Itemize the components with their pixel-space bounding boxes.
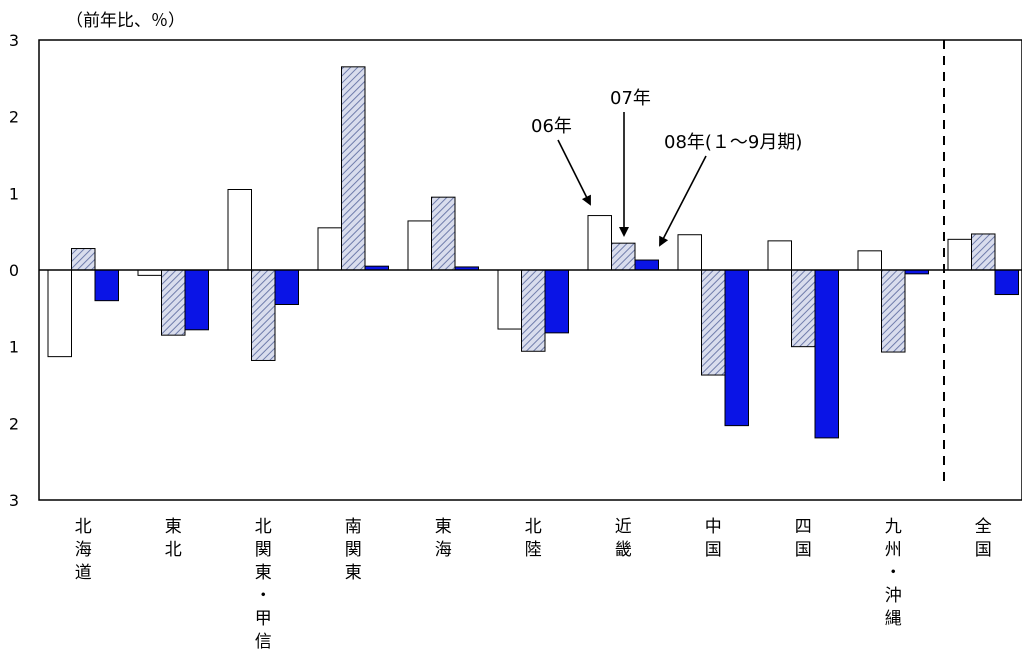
bar-series1: [227, 189, 252, 271]
bar-series3: [184, 269, 209, 331]
bar-series1: [857, 250, 882, 271]
y-tick-label: 1: [9, 184, 19, 203]
bar-series3: [274, 269, 299, 305]
bar-series3: [634, 259, 659, 271]
y-tick-label: 3: [9, 31, 19, 50]
bars-group: [47, 66, 1019, 439]
y-tick-label: 1: [9, 338, 19, 357]
bar-series3: [814, 269, 839, 439]
bar-series1: [947, 238, 972, 271]
x-tick-label: 北陸: [525, 517, 542, 560]
bar-series3: [994, 269, 1019, 296]
y-tick-label: 3: [9, 491, 19, 510]
x-tick-label: 近畿: [615, 517, 632, 560]
bar-series2: [161, 269, 186, 336]
bar-series3: [94, 269, 119, 302]
x-tick-label: 四国: [795, 517, 812, 560]
annotation-07: 07年: [610, 88, 651, 109]
bar-series3: [724, 269, 749, 427]
x-tick-label: 北関東・甲信: [255, 517, 272, 652]
bar-series2: [251, 269, 276, 361]
y-axis: 3 2 1 0 1 2 3: [9, 31, 19, 510]
bar-series1: [767, 240, 792, 271]
bar-series2: [521, 269, 546, 352]
x-axis-labels: 北海道 東北 北関東・甲信 南関東 東海 北陸 近畿 中国 四国 九州・沖縄 全国: [75, 517, 992, 652]
bar-series1: [677, 234, 702, 271]
annotations: 06年 07年 08年(１～9月期): [531, 88, 802, 247]
y-tick-label: 0: [9, 261, 19, 280]
bar-series2: [341, 66, 366, 271]
bar-series2: [971, 233, 996, 271]
bar-series2: [881, 269, 906, 353]
x-tick-label: 全国: [975, 517, 992, 560]
annotation-08-arrow: [659, 155, 707, 247]
bar-series1: [497, 269, 522, 330]
y-tick-label: 2: [9, 108, 19, 127]
annotation-06-arrow: [557, 139, 591, 206]
x-tick-label: 北海道: [75, 517, 92, 583]
bar-series2: [701, 269, 726, 376]
bar-series1: [137, 269, 162, 276]
bar-series2: [71, 248, 96, 271]
bar-series3: [544, 269, 569, 334]
x-tick-label: 東海: [435, 517, 452, 560]
bar-series1: [407, 220, 432, 271]
unit-label: （前年比、％）: [66, 11, 185, 31]
y-tick-label: 2: [9, 414, 19, 433]
bar-series2: [791, 269, 816, 348]
bar-series2: [611, 242, 636, 271]
bar-series1: [47, 269, 72, 358]
annotation-08: 08年(１～9月期): [664, 132, 802, 153]
x-tick-label: 中国: [705, 517, 722, 560]
bar-series1: [317, 227, 342, 271]
x-tick-label: 南関東: [345, 517, 362, 583]
x-tick-label: 九州・沖縄: [885, 517, 902, 629]
bar-series2: [431, 196, 456, 271]
annotation-06: 06年: [531, 116, 572, 137]
x-tick-label: 東北: [165, 517, 182, 560]
bar-series1: [587, 215, 612, 271]
